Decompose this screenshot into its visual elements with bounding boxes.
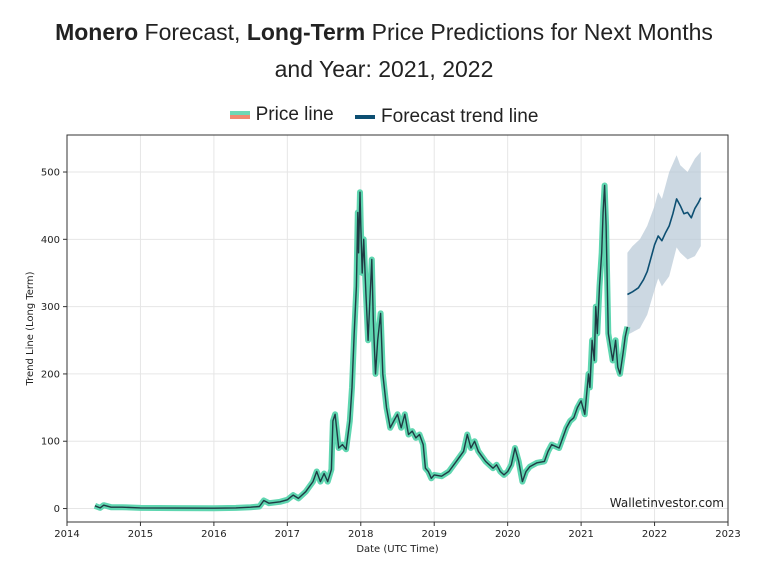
x-tick-label: 2021 bbox=[568, 529, 593, 540]
forecast-trend-line bbox=[627, 197, 702, 296]
legend-swatch-price-line bbox=[229, 111, 250, 119]
y-tick-label: 500 bbox=[41, 168, 60, 179]
x-tick-label: 2017 bbox=[275, 529, 300, 540]
title-coin-name: Monero bbox=[55, 19, 139, 45]
legend-item-price-line: Price line bbox=[229, 104, 334, 126]
y-axis-label: Trend Line (Long Term) bbox=[25, 271, 36, 386]
x-tick-label: 2018 bbox=[348, 529, 373, 540]
chart-legend: Price line Forecast trend line bbox=[0, 103, 768, 128]
x-tick-label: 2016 bbox=[201, 529, 226, 540]
y-tick-label: 0 bbox=[54, 504, 60, 515]
x-tick-label: 2020 bbox=[495, 529, 520, 540]
legend-label-price-line: Price line bbox=[255, 104, 334, 125]
chart-title: Monero Forecast, Long-Term Price Predict… bbox=[0, 14, 768, 88]
plot-frame bbox=[66, 134, 729, 523]
y-tick-label: 400 bbox=[41, 235, 60, 246]
legend-swatch-forecast-trend-line bbox=[355, 115, 376, 119]
legend-item-forecast-trend-line: Forecast trend line bbox=[355, 106, 538, 128]
title-text-forecast: Forecast, bbox=[138, 19, 247, 45]
x-tick-label: 2014 bbox=[54, 529, 79, 540]
title-long-term: Long-Term bbox=[246, 19, 366, 45]
legend-label-forecast-trend-line: Forecast trend line bbox=[381, 106, 539, 127]
forecast-confidence-band bbox=[627, 151, 701, 335]
y-tick-label: 100 bbox=[41, 437, 60, 448]
x-axis-label: Date (UTC Time) bbox=[356, 544, 438, 555]
x-tick-label: 2015 bbox=[128, 529, 153, 540]
watermark-annotation: Walletinvestor.com bbox=[610, 496, 724, 510]
x-tick-label: 2022 bbox=[642, 529, 667, 540]
y-tick-label: 200 bbox=[41, 369, 60, 380]
axis-ticks: 2014 2015 2016 2017 2018 2019 2020 2021 2022 2023… bbox=[41, 168, 741, 540]
y-tick-label: 300 bbox=[41, 302, 60, 313]
title-text-predictions: Price Predictions for Next Months bbox=[365, 19, 713, 45]
x-tick-label: 2019 bbox=[421, 529, 446, 540]
title-line-2: and Year: 2021, 2022 bbox=[274, 56, 494, 82]
price-line bbox=[94, 184, 629, 509]
x-tick-label: 2023 bbox=[715, 529, 740, 540]
